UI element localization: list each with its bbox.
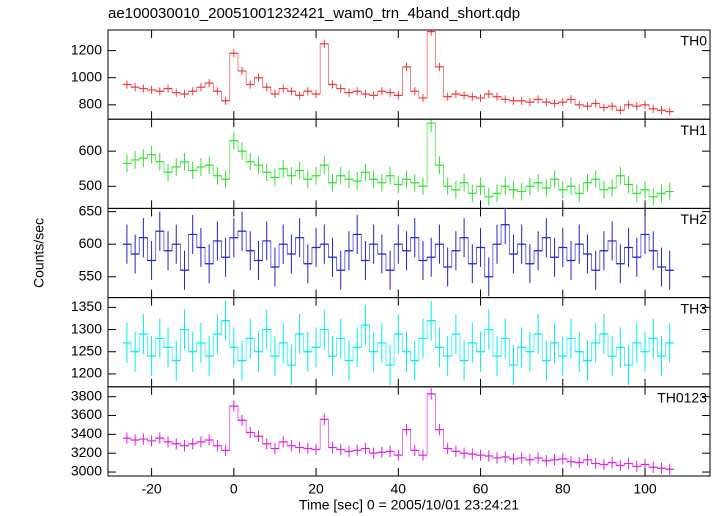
step-outline [122,31,674,113]
y-tick-label: 3800 [71,387,102,403]
panel-data [122,30,674,116]
panel-frame [107,118,711,209]
panel-data [122,208,674,297]
panel-frame [107,29,711,120]
y-tick-label: 1350 [71,298,102,314]
chart-title: ae100030010_20051001232421_wam0_trn_4ban… [108,5,520,22]
panel-data [122,300,674,386]
y-tick-label: 3200 [71,444,102,460]
y-tick-label: 3600 [71,406,102,422]
y-axis-label: Counts/sec [31,218,47,288]
panel-frame [107,386,711,477]
y-tick-label: 500 [79,177,103,193]
y-tick-label: 600 [79,235,103,251]
y-tick-label: 3000 [71,463,102,479]
y-tick-label: 1000 [71,68,102,84]
y-tick-label: 550 [79,267,103,283]
x-tick-label: 0 [230,481,238,497]
panel-label: TH1 [681,122,708,138]
x-tick-label: 100 [633,481,657,497]
y-tick-label: 1200 [71,41,102,57]
panel-label: TH2 [681,211,708,227]
panel-label: TH0123 [657,390,707,406]
panel-frame [107,207,711,299]
x-tick-label: 80 [555,481,571,497]
panel-label: TH3 [681,300,708,316]
y-tick-label: 650 [79,202,103,218]
y-tick-label: 800 [79,96,103,112]
y-tick-label: 1250 [71,342,102,358]
panel-data [122,119,674,206]
x-tick-label: 40 [391,481,407,497]
x-axis-label: Time [sec] 0 = 2005/10/01 23:24:21 [299,497,519,513]
x-tick-label: 60 [473,481,489,497]
panel-label: TH0 [681,33,708,49]
y-tick-label: 600 [79,142,103,158]
y-tick-label: 1300 [71,320,102,336]
panel-frame [107,297,711,388]
x-tick-label: 20 [308,481,324,497]
x-tick-label: -20 [141,481,161,497]
panel-data [122,388,674,475]
y-tick-label: 1200 [71,365,102,381]
y-tick-label: 3400 [71,425,102,441]
